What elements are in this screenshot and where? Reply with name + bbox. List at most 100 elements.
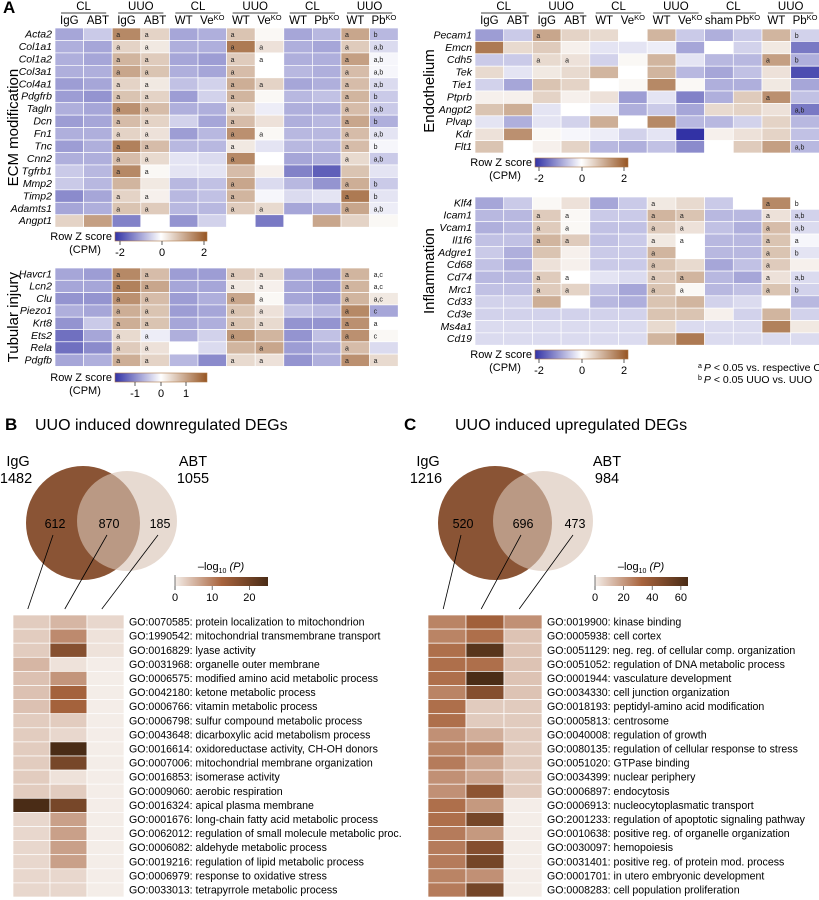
colorbar-title-text: Row Z score [50, 231, 112, 243]
heatmap-cell [197, 89, 227, 104]
significance-mark: a [145, 272, 149, 279]
heatmap-cell [283, 329, 313, 343]
heatmap-cell [732, 332, 763, 346]
heatmap-cell [474, 90, 505, 104]
heatmap-cell [169, 152, 199, 166]
go-term-label: GO:0034399: nuclear periphery [547, 772, 696, 784]
venn-count-left-only: 520 [453, 517, 474, 531]
significance-mark: a [116, 44, 120, 51]
heatmap-cell [83, 267, 113, 281]
column-label: VeKO [621, 13, 645, 27]
go-heatmap-cell [503, 755, 543, 771]
heatmap-cell [732, 53, 763, 67]
go-heatmap-cell [503, 882, 543, 898]
significance-mark: a [345, 181, 349, 188]
colorbar-tick-label: 0 [159, 247, 165, 259]
heatmap-cell [254, 329, 285, 343]
heatmap-cell [254, 214, 285, 228]
heatmap-cell [732, 127, 763, 141]
heatmap-cell [704, 90, 734, 104]
heatmap-cell [732, 41, 763, 55]
heatmap-cell [732, 270, 763, 284]
significance-mark: a [116, 296, 120, 303]
significance-mark: a [651, 213, 655, 220]
go-heatmap-cell [86, 812, 125, 827]
go-term-label: GO:0009060: aerobic respiration [129, 786, 283, 798]
heatmap-cell [503, 320, 533, 334]
significance-mark: a [766, 250, 770, 257]
heatmap-cell [369, 164, 399, 178]
gene-label: Havcr1 [19, 268, 52, 280]
significance-mark: a [345, 358, 349, 365]
gene-label: Tnc [34, 141, 52, 153]
heatmap-cell [675, 127, 705, 141]
heatmap-cell [675, 53, 705, 67]
gene-label: Mrc1 [449, 284, 472, 296]
heatmap-cell [732, 258, 763, 272]
heatmap-cell [312, 114, 342, 128]
heatmap-cell [503, 258, 533, 272]
heatmap-cell [169, 189, 199, 203]
heatmap-cell [503, 90, 533, 104]
colorbar-tick-label: 2 [201, 247, 207, 259]
heatmap-cell [226, 164, 256, 178]
heatmap-cell [675, 196, 705, 210]
footnote-text: < 0.05 vs. respective CL [711, 362, 819, 374]
venn-connector-line [518, 534, 574, 610]
heatmap-cell [169, 329, 199, 343]
significance-mark: a [259, 82, 263, 89]
heatmap-cell [369, 353, 399, 367]
go-term-label: GO:0019900: kinase binding [547, 617, 681, 629]
go-term-label: GO:0016614: oxidoreductase activity, CH-… [129, 744, 378, 756]
heatmap-cell [732, 283, 763, 297]
heatmap-cell [312, 214, 342, 228]
column-label-base: WT [346, 15, 364, 27]
heatmap-cell [761, 127, 792, 141]
heatmap-cell [790, 90, 819, 104]
heatmap-cell [54, 102, 84, 116]
column-label-superscript: KO [692, 13, 703, 22]
significance-mark: a [116, 333, 120, 340]
significance-mark: a [145, 309, 149, 316]
go-term-label: GO:0006798: sulfur compound metabolic pr… [129, 715, 362, 727]
heatmap-cell [618, 140, 648, 154]
significance-mark: b [795, 287, 799, 294]
significance-mark: a [565, 238, 569, 245]
significance-mark: a [116, 132, 120, 139]
colorbar-tick-label: -2 [534, 365, 544, 377]
go-heatmap-cell [49, 840, 88, 856]
colorbar-title-subscript: 10 [639, 568, 647, 575]
heatmap-cell [474, 28, 505, 42]
go-heatmap-cell [465, 797, 505, 813]
heatmap-cell [675, 90, 705, 104]
heatmap-cell [254, 27, 285, 41]
go-heatmap-cell [503, 727, 543, 743]
heatmap-cell [83, 64, 113, 79]
section-label: ECM modification [5, 69, 22, 187]
column-label: IgG [537, 15, 556, 27]
column-label-base: Pb [314, 15, 328, 27]
heatmap-cell [704, 140, 734, 154]
go-heatmap-cell [49, 868, 88, 884]
significance-mark: a [145, 132, 149, 139]
significance-mark: a,b [795, 213, 805, 220]
column-label-base: IgG [117, 15, 136, 27]
go-heatmap-cell [503, 812, 543, 827]
heatmap-cell [83, 353, 113, 367]
significance-mark: a,b [374, 69, 384, 76]
significance-mark: a [145, 206, 149, 213]
heatmap-cell [312, 27, 342, 41]
heatmap-cell [790, 332, 819, 346]
go-heatmap-cell [12, 713, 51, 729]
heatmap-cell [704, 295, 734, 309]
column-label-base: Pb [735, 15, 749, 27]
colorbar-tick-label: -1 [130, 388, 140, 400]
significance-mark: a [536, 287, 540, 294]
significance-mark: a [345, 32, 349, 39]
heatmap-cell [169, 164, 199, 178]
heatmap-cell [532, 41, 562, 55]
heatmap-cell [790, 295, 819, 309]
significance-mark: a [259, 272, 263, 279]
significance-mark: a [116, 57, 120, 64]
